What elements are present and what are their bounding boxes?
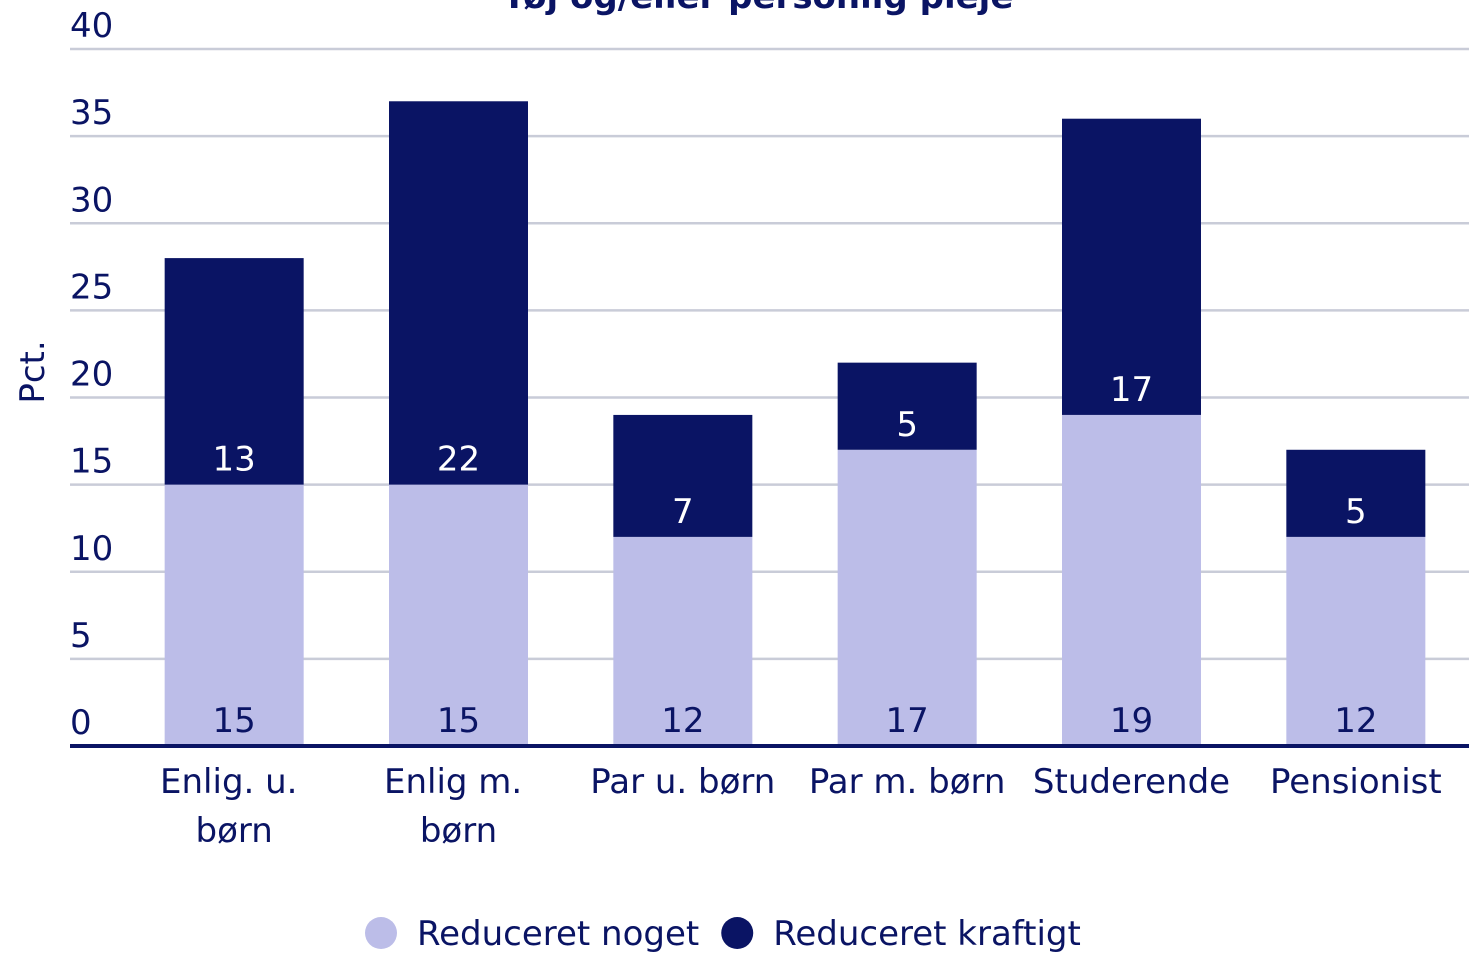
y-tick-label: 10 <box>70 529 113 569</box>
bar-segment <box>389 484 528 746</box>
x-tick-label: Pensionist <box>1270 762 1442 802</box>
data-label: 17 <box>886 701 929 741</box>
data-label: 17 <box>1110 370 1153 410</box>
y-tick-label: 0 <box>70 703 92 743</box>
bar-segment <box>389 101 528 485</box>
data-label: 12 <box>1334 701 1377 741</box>
data-label: 22 <box>437 440 480 480</box>
y-axis-label: Pct. <box>13 340 53 403</box>
data-label: 5 <box>1345 492 1367 532</box>
data-label: 7 <box>672 492 694 532</box>
x-tick-label: Enlig m. børn <box>384 762 533 851</box>
y-tick-label: 35 <box>70 93 113 133</box>
data-label: 15 <box>437 701 480 741</box>
x-tick-label: Enlig. u. børn <box>160 762 308 851</box>
legend-marker <box>721 917 754 949</box>
y-tick-label: 30 <box>70 180 113 220</box>
data-label: 15 <box>213 701 256 741</box>
y-tick-label: 15 <box>70 442 113 482</box>
bar-segment <box>1062 118 1201 415</box>
legend-marker <box>365 917 397 949</box>
y-tick-label: 25 <box>70 267 113 307</box>
bar-segment <box>1062 414 1201 746</box>
y-tick-label: 40 <box>70 6 113 46</box>
y-tick-label: 5 <box>70 616 92 656</box>
data-label: 12 <box>661 701 704 741</box>
y-tick-label: 20 <box>70 355 113 395</box>
legend-label: Reduceret noget <box>417 914 699 953</box>
x-tick-label: Studerende <box>1033 762 1230 802</box>
bar-segment <box>1286 536 1426 746</box>
data-label: 13 <box>213 440 256 480</box>
bar-segment <box>613 536 753 746</box>
bar-segment <box>164 484 304 746</box>
x-tick-label: Par u. børn <box>590 762 775 802</box>
bar-segment <box>1286 449 1426 537</box>
bar-segment <box>837 449 977 746</box>
x-tick-label: Par m. børn <box>809 762 1006 802</box>
data-label: 19 <box>1110 701 1153 741</box>
bar-segment <box>164 258 304 485</box>
bar-segment <box>613 414 753 537</box>
legend-label: Reduceret kraftigt <box>773 914 1081 953</box>
bar-segment <box>837 362 977 450</box>
chart-title: Tøj og/eller personlig pleje <box>503 0 1014 17</box>
data-label: 5 <box>896 405 918 445</box>
